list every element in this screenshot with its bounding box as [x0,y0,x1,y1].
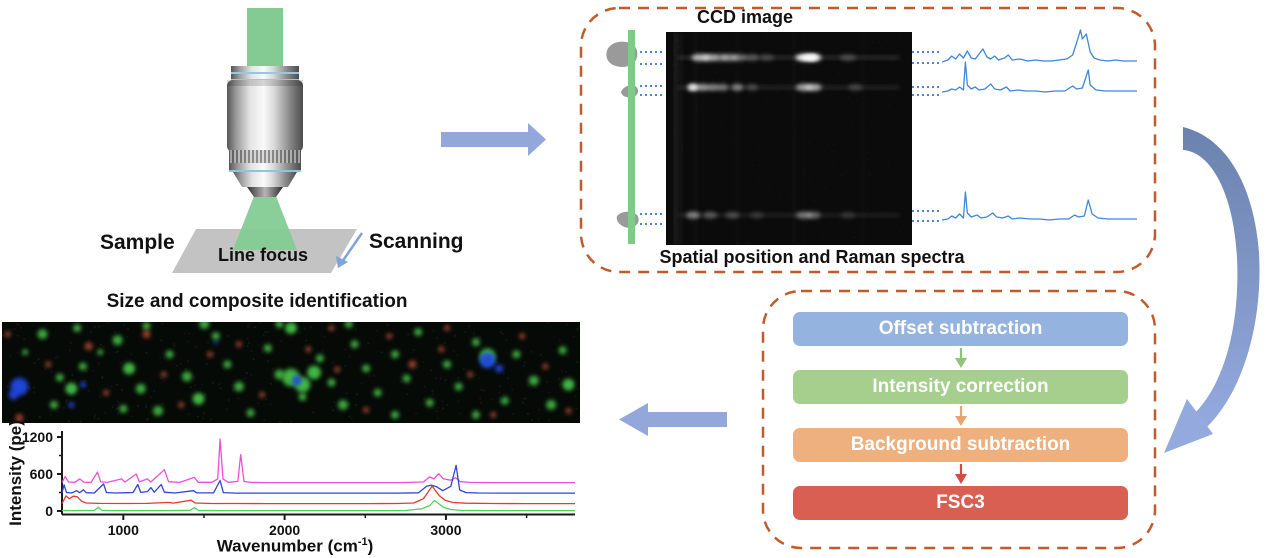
pipeline-step: Background subtraction [793,428,1128,462]
sample-stage [172,229,357,273]
x-tick-label: 1000 [108,522,139,538]
objective-lens [227,66,303,197]
processing-pipeline: Offset subtraction Intensity correction Ba… [793,312,1128,520]
y-tick-label: 600 [30,466,54,482]
ccd-panel-caption: Spatial position and Raman spectra [659,247,965,267]
scanning-arrow [336,232,364,268]
laser-beam [247,8,283,68]
pipeline-step: Offset subtraction [793,312,1128,346]
arrow-to-ccd-panel [441,123,546,156]
pipeline-border [761,289,1157,550]
raman-trace-3 [942,191,1137,221]
x-tick-label: 3000 [430,522,461,538]
x-axis-label-sup: -1 [357,536,368,548]
scanning-label: Scanning [369,230,464,253]
raman-trace-2 [942,61,1137,93]
laser-line [628,30,635,244]
y-tick-label: 0 [45,503,53,519]
x-axis-label-main: Wavenumber (cm [216,536,358,556]
pipeline-arrow [793,404,1128,428]
spectra-series-magenta [61,438,575,484]
pipeline-arrow [793,346,1128,370]
raman-trace-1 [942,29,1137,63]
ccd-panel-title: CCD image [696,7,794,27]
connector-dotted-lines [640,51,940,225]
spectra-chart: 1000 2000 3000 0 600 1200 [22,429,575,538]
fluorescence-image [2,322,580,423]
identification-title: Size and composite identification [106,291,408,312]
ccd-panel-border [579,6,1157,274]
arrow-to-identification [619,403,727,436]
pipeline-step: FSC3 [793,486,1128,520]
curved-arrow [1164,127,1260,453]
x-axis-label: Wavenumber (cm-1) [145,536,445,557]
spectra-series-red [61,485,575,505]
focus-cone [233,196,297,250]
y-tick-label: 1200 [22,429,53,445]
line-focus-label: Line focus [217,245,308,265]
pipeline-arrow [793,462,1128,486]
sample-label: Sample [100,231,175,254]
x-tick-label: 2000 [269,522,300,538]
x-axis-label-end: ) [367,536,374,556]
spectra-series-blue [61,464,575,494]
spectra-series-green [61,499,575,512]
pipeline-step: Intensity correction [793,370,1128,404]
ccd-image [666,32,912,245]
y-axis-label: Intensity (pe) [6,420,25,526]
